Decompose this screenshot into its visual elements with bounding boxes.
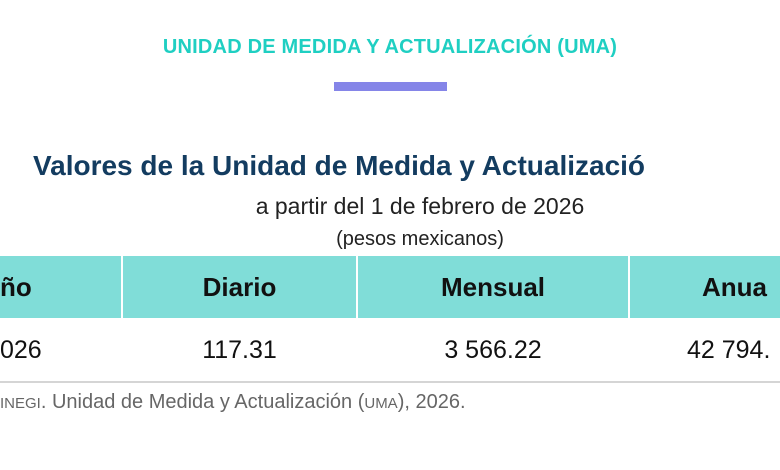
table-heading: Valores de la Unidad de Medida y Actuali… [33,150,646,181]
source-year: ), 2026. [397,391,466,413]
cell-ano: 026 [0,335,42,364]
title-underline-bar [334,82,447,91]
table-subtitle: a partir del 1 de febrero de 2026 [255,193,585,219]
source-note: INEGI. Unidad de Medida y Actualización … [0,391,466,414]
source-prefix: INEGI [0,395,41,412]
header-mensual: Mensual [358,256,628,318]
header-diario: Diario [123,256,356,318]
cell-anual: 42 794. [687,335,771,364]
cell-mensual: 3 566.22 [444,335,542,364]
source-abbr: UMA [364,395,398,412]
table-bottom-rule [0,381,780,383]
header-anual: Anua [630,256,780,318]
header-ano: ño [0,256,121,318]
source-text: . Unidad de Medida y Actualización ( [40,391,365,413]
table-units: (pesos mexicanos) [336,228,504,250]
section-title: UNIDAD DE MEDIDA Y ACTUALIZACIÓN (UMA) [162,36,618,58]
cell-diario: 117.31 [202,335,277,364]
